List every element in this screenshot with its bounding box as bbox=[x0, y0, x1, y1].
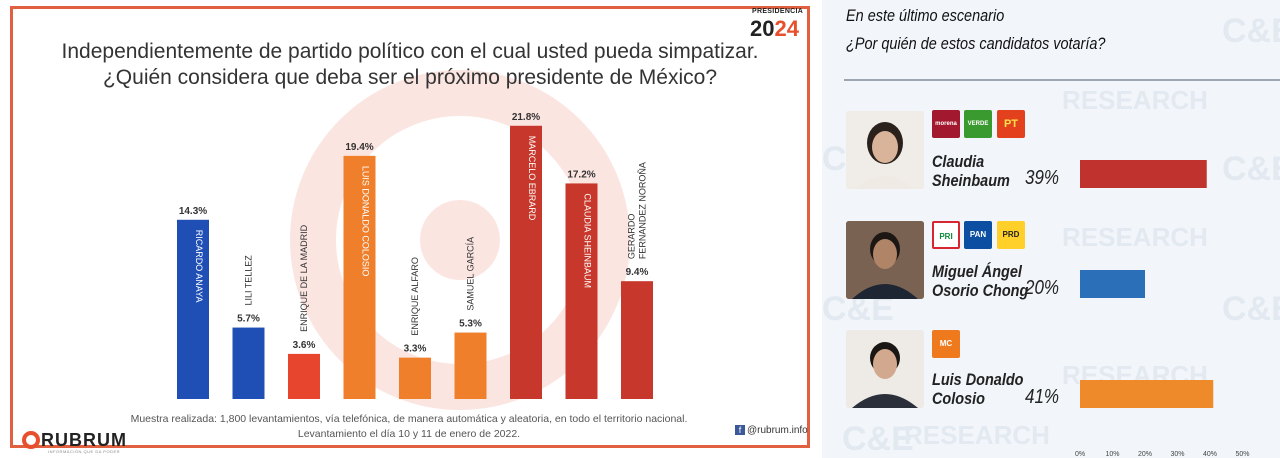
frame-border bbox=[807, 6, 810, 448]
party-logo-verde: VERDE bbox=[964, 110, 992, 138]
candidate-name-line: Miguel Ángel bbox=[932, 262, 1022, 281]
party-logo-mc: MC bbox=[932, 330, 960, 358]
party-logo-pt: PT bbox=[997, 110, 1025, 138]
facebook-icon: f bbox=[735, 425, 745, 435]
bar-value-label: 5.3% bbox=[459, 319, 482, 330]
title-divider bbox=[844, 79, 1280, 81]
bar bbox=[1080, 380, 1214, 408]
social-handle-text: @rubrum.info bbox=[747, 425, 808, 436]
bar-value-label: 5.7% bbox=[237, 314, 260, 325]
logo-ring-icon bbox=[22, 431, 40, 449]
party-logo-pan: PAN bbox=[964, 221, 992, 249]
candidate-photo bbox=[846, 111, 924, 189]
category-label: LUIS DONALDO COLOSIO bbox=[361, 166, 371, 277]
bar-value-label: 9.4% bbox=[626, 267, 649, 278]
year-part-b: 24 bbox=[774, 16, 799, 41]
party-logo-morena: morena bbox=[932, 110, 960, 138]
left-panel: PRESIDENCIA 2024 Independientemente de p… bbox=[10, 6, 810, 454]
background-ring-center bbox=[420, 200, 500, 280]
category-label: MARCELO EBRARD bbox=[527, 136, 537, 221]
candidate-name-line: Osorio Chong bbox=[932, 281, 1029, 300]
watermark: C&E bbox=[1222, 12, 1280, 50]
axis-tick-label: 0% bbox=[1075, 451, 1085, 458]
category-label: GERARDO bbox=[627, 214, 637, 260]
axis-tick-label: 30% bbox=[1170, 451, 1184, 458]
bar bbox=[177, 219, 209, 399]
bar-value-label: 17.2% bbox=[567, 169, 595, 180]
party-logo-prd: PRD bbox=[997, 221, 1025, 249]
presidencia-label: PRESIDENCIA bbox=[752, 8, 804, 15]
axis-tick-label: 40% bbox=[1203, 451, 1217, 458]
candidate-name: Luis Donaldo Colosio bbox=[932, 370, 1024, 408]
bar-value-label: 3.6% bbox=[293, 340, 316, 351]
candidate-percent: 41% bbox=[1025, 386, 1060, 408]
candidate-percent: 20% bbox=[1025, 277, 1060, 299]
watermark: C&E bbox=[1222, 290, 1280, 328]
bar bbox=[399, 357, 431, 399]
bar-value-label: 3.3% bbox=[404, 344, 427, 355]
bar bbox=[288, 353, 320, 399]
rubrum-logo: RUBRUM bbox=[22, 430, 127, 451]
bar bbox=[510, 125, 542, 400]
bar-value-label: 21.8% bbox=[512, 112, 540, 123]
right-panel: C&E C&E C&E RESEARCH RESEARCH RESEARCH C… bbox=[822, 0, 1280, 458]
watermark: RESEARCH bbox=[1062, 222, 1208, 252]
category-label: SAMUEL GARCÍA bbox=[466, 237, 476, 311]
horizontal-bar-chart: 0% 10% 20% 30% 40% 50% bbox=[1075, 160, 1250, 458]
bar-value-label: 14.3% bbox=[179, 206, 207, 217]
watermark: C&E bbox=[1222, 150, 1280, 188]
bar bbox=[343, 155, 376, 399]
year-part-a: 20 bbox=[750, 16, 775, 41]
bar bbox=[454, 332, 487, 399]
candidate-name-line: Luis Donaldo bbox=[932, 370, 1024, 389]
candidate-name: Miguel Ángel Osorio Chong bbox=[932, 262, 1028, 300]
bar-value-label: 19.4% bbox=[345, 142, 373, 153]
frame-border bbox=[10, 445, 810, 448]
bar bbox=[1080, 160, 1207, 188]
chart-title: Independientemente de partido político c… bbox=[61, 40, 759, 63]
axis-tick-label: 20% bbox=[1138, 451, 1152, 458]
social-handle: f @rubrum.info bbox=[735, 425, 808, 436]
candidate-name-line: Sheinbaum bbox=[932, 171, 1010, 190]
category-label: LILI TELLEZ bbox=[244, 255, 254, 306]
logo-tagline: INFORMACIÓN QUE DA PODER bbox=[48, 449, 121, 454]
category-label: CLAUDIA SHEINBAUM bbox=[583, 193, 593, 288]
methodology-note: Muestra realizada: 1,800 levantamientos,… bbox=[130, 413, 688, 425]
candidate-photo bbox=[846, 221, 924, 299]
vertical-bar-chart: 14.3% RICARDO ANAYA 5.7% LILI TELLEZ 3.6% ENR… bbox=[177, 112, 653, 400]
chart-title: En este último escenario bbox=[846, 6, 1005, 25]
logo-text: RUBRUM bbox=[41, 430, 127, 450]
bar bbox=[565, 183, 598, 399]
chart-subtitle: ¿Quién considera que deba ser el próximo… bbox=[102, 66, 717, 89]
axis-tick-label: 10% bbox=[1105, 451, 1119, 458]
survey-date-note: Levantamiento el día 10 y 11 de enero de… bbox=[297, 428, 521, 440]
bar bbox=[621, 281, 653, 399]
party-logo-pri: PRI bbox=[932, 221, 960, 249]
frame-border bbox=[10, 6, 13, 448]
chart-subtitle: ¿Por quién de estos candidatos votaría? bbox=[846, 34, 1106, 53]
watermark: RESEARCH bbox=[1062, 85, 1208, 115]
candidate-name-line: Claudia bbox=[932, 152, 985, 171]
candidate-percent: 39% bbox=[1025, 167, 1060, 189]
frame-border bbox=[10, 6, 810, 9]
category-label: ENRIQUE ALFARO bbox=[410, 257, 420, 336]
watermark: C&E bbox=[842, 420, 914, 458]
category-label: RICARDO ANAYA bbox=[194, 230, 204, 303]
candidate-name-line: Colosio bbox=[932, 389, 985, 408]
presidencia-year: 2024 bbox=[750, 16, 799, 42]
candidate-photo bbox=[846, 330, 924, 408]
axis-tick-label: 50% bbox=[1235, 451, 1249, 458]
category-label: FERNANDEZ NOROÑA bbox=[638, 162, 648, 259]
bar bbox=[232, 327, 265, 399]
candidate-name: Claudia Sheinbaum bbox=[932, 152, 1010, 190]
category-label: ENRIQUE DE LA MADRID bbox=[299, 224, 309, 332]
watermark: RESEARCH bbox=[904, 420, 1050, 450]
bar bbox=[1080, 270, 1145, 298]
